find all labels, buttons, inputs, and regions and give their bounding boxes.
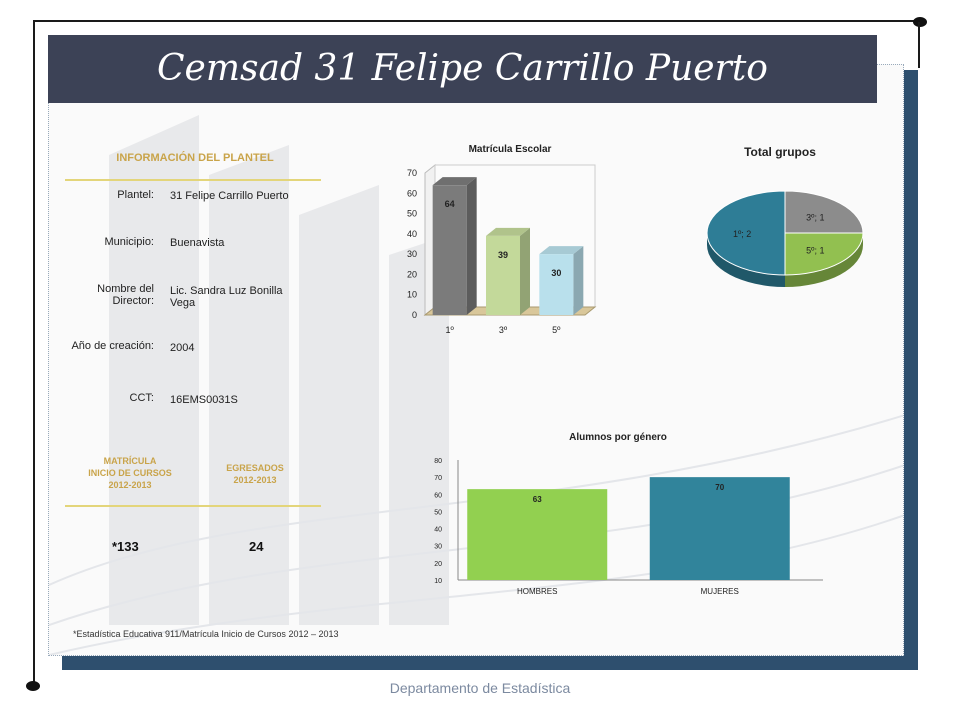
x-tick-label: HOMBRES	[517, 587, 557, 596]
bar-value-label: 63	[533, 495, 542, 504]
matricula-title-line3: 2012-2013	[108, 480, 152, 490]
y-tick-label: 70	[407, 168, 417, 178]
pie-slice-label: 5º; 1	[806, 245, 824, 255]
x-tick-label: 5º	[552, 325, 561, 335]
stats-divider	[65, 505, 321, 507]
bar-value-label: 30	[551, 268, 561, 278]
footer: Departamento de Estadística	[389, 680, 571, 696]
info-value-municipio: Buenavista	[170, 237, 225, 249]
bar-top	[539, 246, 584, 255]
info-value-plantel: 31 Felipe Carrillo Puerto	[170, 190, 289, 202]
x-tick-label: 3º	[499, 325, 508, 335]
info-divider	[65, 179, 321, 181]
x-tick-label: MUJERES	[701, 587, 739, 596]
pie-slice	[784, 190, 864, 234]
y-tick-label: 30	[407, 249, 417, 259]
footnote: *Estadística Educativa 911/Matrícula Ini…	[73, 629, 339, 639]
info-section-title: INFORMACIÓN DEL PLANTEL	[116, 152, 274, 164]
info-value-creacion: 2004	[170, 342, 195, 354]
y-tick-label: 50	[434, 509, 442, 516]
pie-slice	[706, 190, 786, 276]
matricula-value: *133	[112, 539, 139, 554]
info-label-plantel: Plantel:	[117, 189, 154, 201]
bar-value-label: 64	[445, 199, 455, 209]
y-tick-label: 80	[434, 458, 442, 465]
egresados-title: EGRESADOS 2012-2013	[200, 462, 310, 486]
info-label-municipio: Municipio:	[104, 236, 154, 248]
egresados-value: 24	[249, 539, 264, 554]
pie-slice-label: 1º; 2	[733, 229, 751, 239]
left-dot	[26, 681, 40, 691]
matricula-title-line2: INICIO DE CURSOS	[88, 468, 172, 478]
x-tick-label: 1º	[446, 325, 455, 335]
bar-top	[432, 177, 477, 186]
bar-value-label: 39	[498, 250, 508, 260]
pie-slice	[784, 232, 864, 276]
top-decor-line	[34, 20, 920, 22]
bar	[539, 254, 574, 315]
bar-side	[466, 177, 477, 315]
bar	[486, 235, 520, 315]
info-label-creacion: Año de creación:	[71, 340, 154, 352]
bar	[432, 185, 467, 315]
egresados-title-line1: EGRESADOS	[226, 463, 284, 473]
right-decor-line	[918, 22, 920, 68]
genero-chart: Alumnos por género 10 20 30 40 50 60 70 80 63 HOMB…	[434, 432, 823, 596]
info-value-cct: 16EMS0031S	[170, 394, 238, 406]
info-value-director: Lic. Sandra Luz Bonilla Vega	[170, 285, 283, 309]
bar-top	[486, 227, 530, 236]
page-title: Cemsad 31 Felipe Carrillo Puerto	[157, 48, 768, 89]
bar-value-label: 70	[715, 483, 724, 492]
matricula-title: MATRÍCULA INICIO DE CURSOS 2012-2013	[70, 455, 190, 491]
y-tick-label: 0	[412, 310, 417, 320]
background-decoration	[49, 115, 903, 655]
pie-slice-side	[785, 233, 863, 287]
egresados-title-line2: 2012-2013	[233, 475, 277, 485]
y-tick-label: 10	[434, 578, 442, 585]
y-tick-label: 20	[434, 561, 442, 568]
chart-title: Matrícula Escolar	[469, 144, 552, 155]
y-tick-label: 10	[407, 290, 417, 300]
y-tick-label: 60	[407, 188, 417, 198]
y-tick-label: 40	[407, 229, 417, 239]
pie-slice-label: 3º; 1	[806, 213, 824, 223]
bar	[649, 477, 790, 580]
y-tick-label: 70	[434, 475, 442, 482]
chart-title: Total grupos	[744, 145, 816, 159]
title-bar: Cemsad 31 Felipe Carrillo Puerto	[48, 35, 877, 103]
pie-slice-side	[707, 233, 785, 287]
y-tick-label: 60	[434, 492, 442, 499]
info-label-director: Nombre del Director:	[97, 283, 154, 307]
y-tick-label: 30	[434, 544, 442, 551]
matricula-chart: Matrícula Escolar 0 10 20 30 40 50 60 70 64 1º 39 3º…	[407, 144, 597, 335]
grupos-pie-chart: Total grupos 3º; 1 5º; 1 1º; 2	[706, 145, 864, 287]
top-right-dot	[913, 17, 927, 27]
y-tick-label: 20	[407, 269, 417, 279]
info-label-cct: CCT:	[129, 392, 154, 404]
bar-side	[520, 227, 530, 315]
bar	[467, 489, 608, 580]
chart-title: Alumnos por género	[569, 432, 667, 443]
bar-side	[573, 246, 584, 315]
y-tick-label: 40	[434, 527, 442, 534]
matricula-title-line1: MATRÍCULA	[103, 456, 157, 466]
y-tick-label: 50	[407, 209, 417, 219]
left-decor-line	[33, 20, 35, 686]
